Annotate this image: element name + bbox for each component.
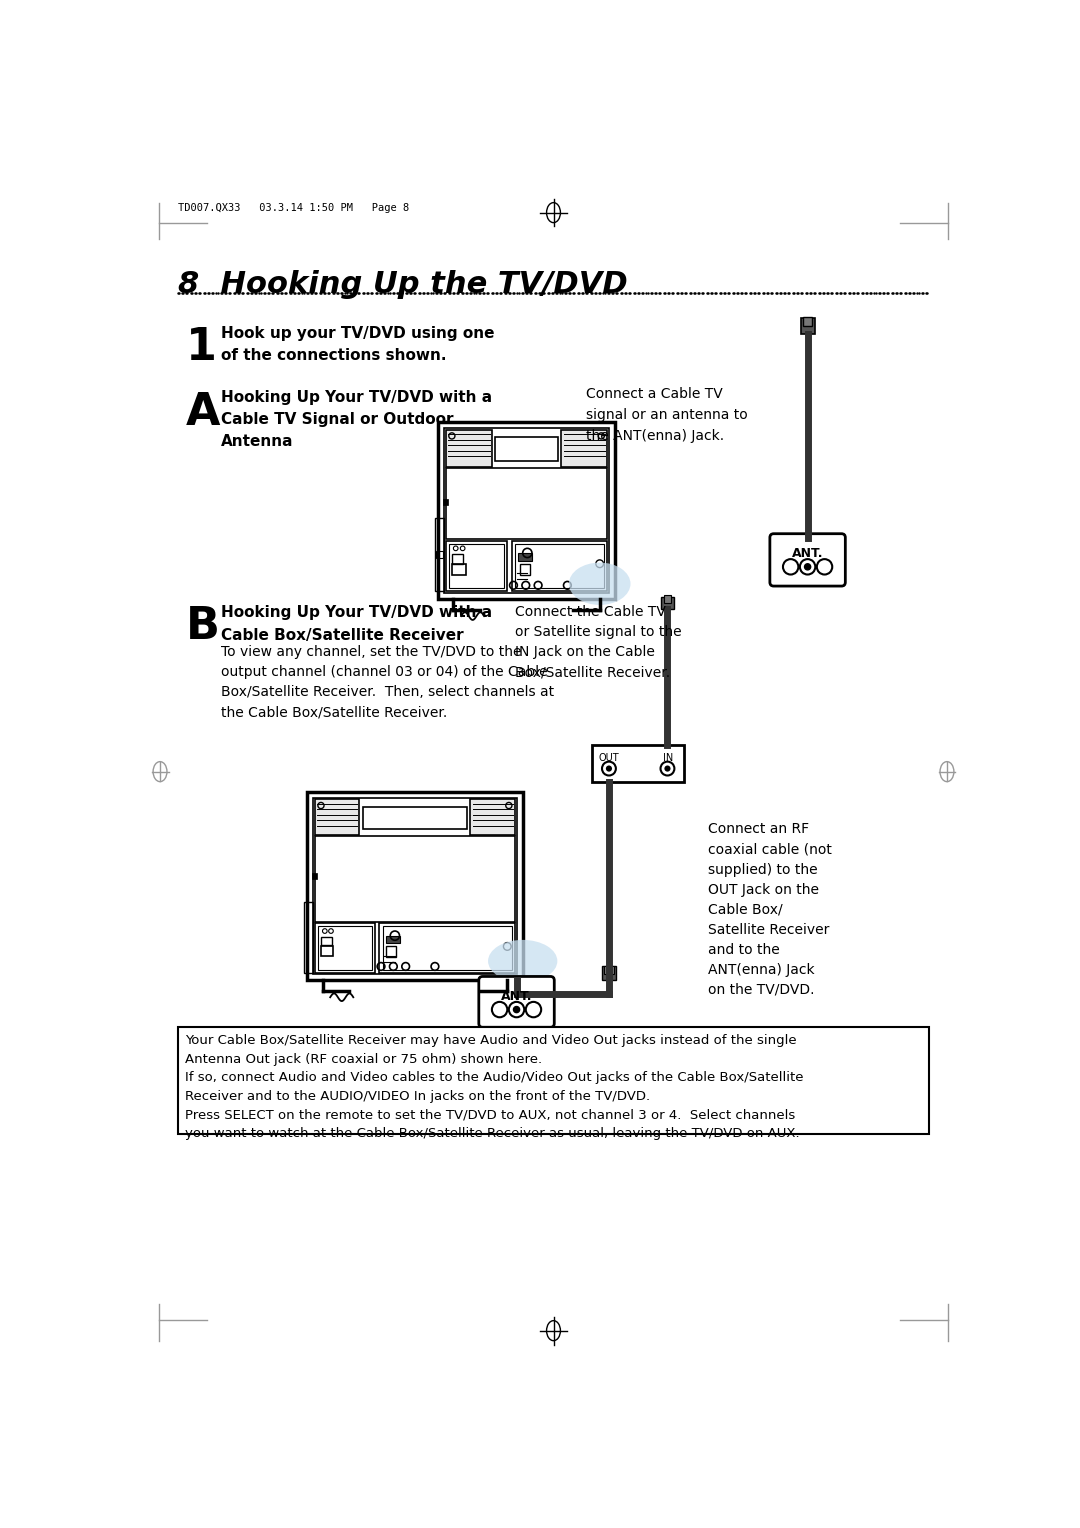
Text: IN: IN xyxy=(663,753,673,762)
Text: Hooking Up Your TV/DVD with a
Cable Box/Satellite Receiver: Hooking Up Your TV/DVD with a Cable Box/… xyxy=(220,605,492,642)
Bar xyxy=(314,836,515,921)
Bar xyxy=(495,437,558,460)
Bar xyxy=(663,596,672,604)
Bar xyxy=(436,550,443,558)
Text: Connect the Cable TV
or Satellite signal to the
IN Jack on the Cable
Box/Satelli: Connect the Cable TV or Satellite signal… xyxy=(515,605,681,680)
Bar xyxy=(602,966,616,981)
Bar xyxy=(313,798,516,975)
Text: A: A xyxy=(186,391,220,434)
Ellipse shape xyxy=(488,940,557,983)
Bar xyxy=(386,946,396,957)
Text: 1: 1 xyxy=(186,325,216,368)
Bar xyxy=(307,792,523,981)
Text: OUT: OUT xyxy=(598,753,619,762)
Circle shape xyxy=(606,766,612,772)
Bar xyxy=(178,1027,929,1134)
Text: B: B xyxy=(186,605,219,648)
Bar xyxy=(449,544,504,588)
Bar xyxy=(512,541,607,591)
Bar xyxy=(446,541,508,591)
Bar xyxy=(446,468,607,539)
Text: Your Cable Box/Satellite Receiver may have Audio and Video Out jacks instead of : Your Cable Box/Satellite Receiver may ha… xyxy=(186,1034,804,1140)
Ellipse shape xyxy=(569,562,631,605)
Bar xyxy=(605,966,613,975)
Circle shape xyxy=(800,559,815,575)
Text: ANT.: ANT. xyxy=(501,990,532,1002)
Bar xyxy=(435,518,444,591)
Bar xyxy=(321,946,334,955)
Bar xyxy=(451,564,465,575)
Bar xyxy=(518,553,532,561)
Circle shape xyxy=(526,1002,541,1018)
Bar xyxy=(471,799,515,834)
Bar xyxy=(438,422,616,599)
Circle shape xyxy=(816,559,833,575)
Bar xyxy=(363,807,468,828)
Bar xyxy=(314,923,375,973)
Bar xyxy=(592,746,685,782)
Circle shape xyxy=(513,1007,519,1013)
Bar xyxy=(444,428,609,593)
Bar xyxy=(451,555,462,564)
Bar xyxy=(305,902,313,973)
Bar xyxy=(382,926,512,970)
Bar xyxy=(562,429,607,466)
Bar xyxy=(386,935,400,943)
Circle shape xyxy=(664,766,671,772)
Bar xyxy=(318,926,372,970)
Bar xyxy=(321,937,332,944)
Bar xyxy=(661,597,674,610)
Circle shape xyxy=(491,1002,508,1018)
Bar xyxy=(314,799,360,834)
Bar xyxy=(804,316,812,325)
Text: 8  Hooking Up the TV/DVD: 8 Hooking Up the TV/DVD xyxy=(178,269,627,298)
FancyBboxPatch shape xyxy=(478,976,554,1027)
Bar xyxy=(444,500,448,506)
Bar xyxy=(446,429,491,466)
Bar xyxy=(515,544,605,588)
Text: Connect an RF
coaxial cable (not
supplied) to the
OUT Jack on the
Cable Box/
Sat: Connect an RF coaxial cable (not supplie… xyxy=(707,822,832,996)
Bar xyxy=(800,318,814,333)
Text: To view any channel, set the TV/DVD to the
output channel (channel 03 or 04) of : To view any channel, set the TV/DVD to t… xyxy=(220,645,554,720)
Bar xyxy=(312,874,318,880)
Circle shape xyxy=(783,559,798,575)
Text: Hooking Up Your TV/DVD with a
Cable TV Signal or Outdoor
Antenna: Hooking Up Your TV/DVD with a Cable TV S… xyxy=(220,390,492,449)
Bar xyxy=(379,923,515,973)
Text: ANT.: ANT. xyxy=(792,547,823,559)
Text: TD007.QX33   03.3.14 1:50 PM   Page 8: TD007.QX33 03.3.14 1:50 PM Page 8 xyxy=(178,203,409,212)
Text: Connect a Cable TV
signal or an antenna to
the ANT(enna) Jack.: Connect a Cable TV signal or an antenna … xyxy=(585,388,747,443)
FancyBboxPatch shape xyxy=(770,533,846,587)
Bar xyxy=(519,564,530,575)
Circle shape xyxy=(805,564,811,570)
Circle shape xyxy=(509,1002,524,1018)
Text: Hook up your TV/DVD using one
of the connections shown.: Hook up your TV/DVD using one of the con… xyxy=(220,325,495,364)
